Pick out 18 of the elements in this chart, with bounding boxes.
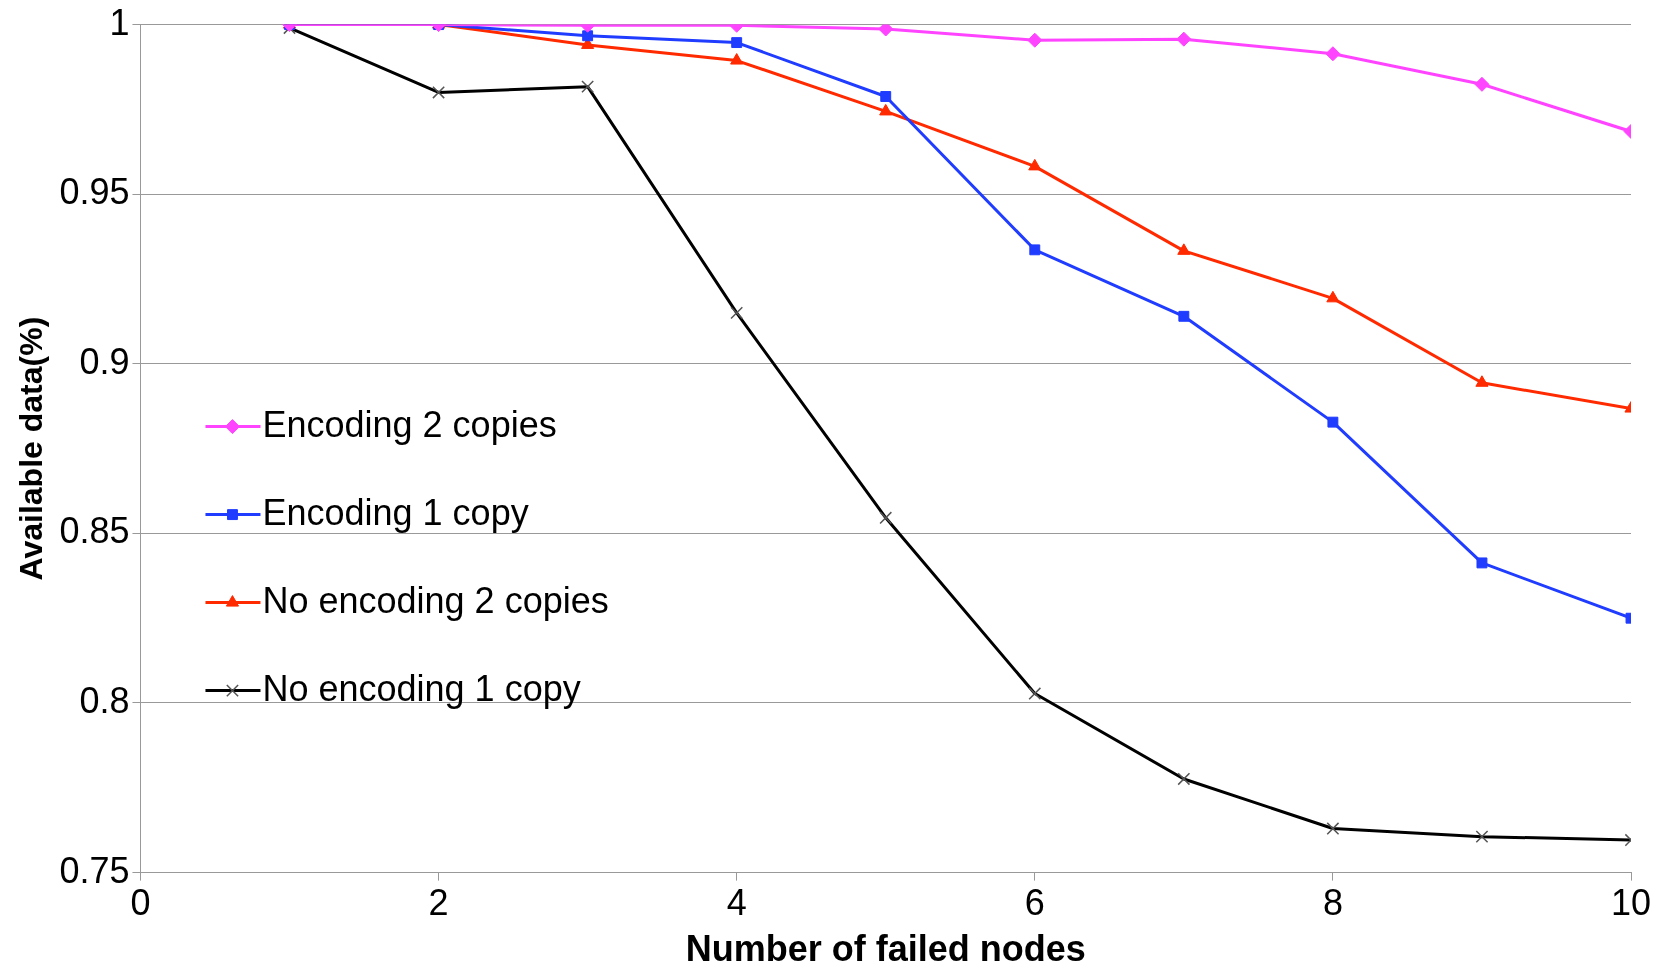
y-axis-title: Available data(%) [13, 316, 50, 581]
x-tick-label: 6 [1024, 882, 1045, 924]
x-tick-label: 0 [130, 882, 151, 924]
legend-label: Encoding 1 copy [262, 491, 529, 533]
legend-label: Encoding 2 copies [262, 403, 557, 445]
y-tick-label: 1 [109, 1, 130, 43]
x-axis-title: Number of failed nodes [685, 928, 1086, 970]
legend-label: No encoding 2 copies [262, 579, 609, 621]
legend-label: No encoding 1 copy [262, 667, 581, 709]
y-tick-label: 0.75 [59, 849, 130, 891]
x-tick-label: 4 [726, 882, 747, 924]
y-tick-label: 0.9 [79, 340, 130, 382]
y-tick-label: 0.8 [79, 679, 130, 721]
y-tick-label: 0.85 [59, 510, 130, 552]
y-tick-label: 0.95 [59, 171, 130, 213]
x-tick-label: 2 [428, 882, 449, 924]
x-tick-label: 8 [1322, 882, 1343, 924]
x-tick-label: 10 [1610, 882, 1652, 924]
